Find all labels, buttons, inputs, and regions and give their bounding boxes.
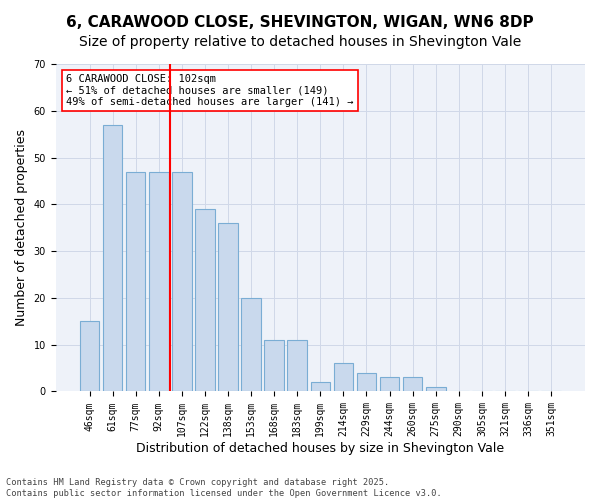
Bar — [80, 322, 100, 392]
Bar — [311, 382, 330, 392]
Text: 6, CARAWOOD CLOSE, SHEVINGTON, WIGAN, WN6 8DP: 6, CARAWOOD CLOSE, SHEVINGTON, WIGAN, WN… — [66, 15, 534, 30]
Bar — [103, 125, 122, 392]
Bar — [287, 340, 307, 392]
Bar — [149, 172, 169, 392]
X-axis label: Distribution of detached houses by size in Shevington Vale: Distribution of detached houses by size … — [136, 442, 505, 455]
Bar — [334, 364, 353, 392]
Bar — [172, 172, 191, 392]
Text: Contains HM Land Registry data © Crown copyright and database right 2025.
Contai: Contains HM Land Registry data © Crown c… — [6, 478, 442, 498]
Bar — [403, 378, 422, 392]
Bar — [380, 378, 400, 392]
Bar — [195, 209, 215, 392]
Bar — [265, 340, 284, 392]
Text: 6 CARAWOOD CLOSE: 102sqm
← 51% of detached houses are smaller (149)
49% of semi-: 6 CARAWOOD CLOSE: 102sqm ← 51% of detach… — [66, 74, 354, 107]
Bar — [126, 172, 145, 392]
Y-axis label: Number of detached properties: Number of detached properties — [15, 129, 28, 326]
Bar — [218, 223, 238, 392]
Bar — [356, 373, 376, 392]
Bar — [241, 298, 261, 392]
Bar — [426, 387, 446, 392]
Text: Size of property relative to detached houses in Shevington Vale: Size of property relative to detached ho… — [79, 35, 521, 49]
